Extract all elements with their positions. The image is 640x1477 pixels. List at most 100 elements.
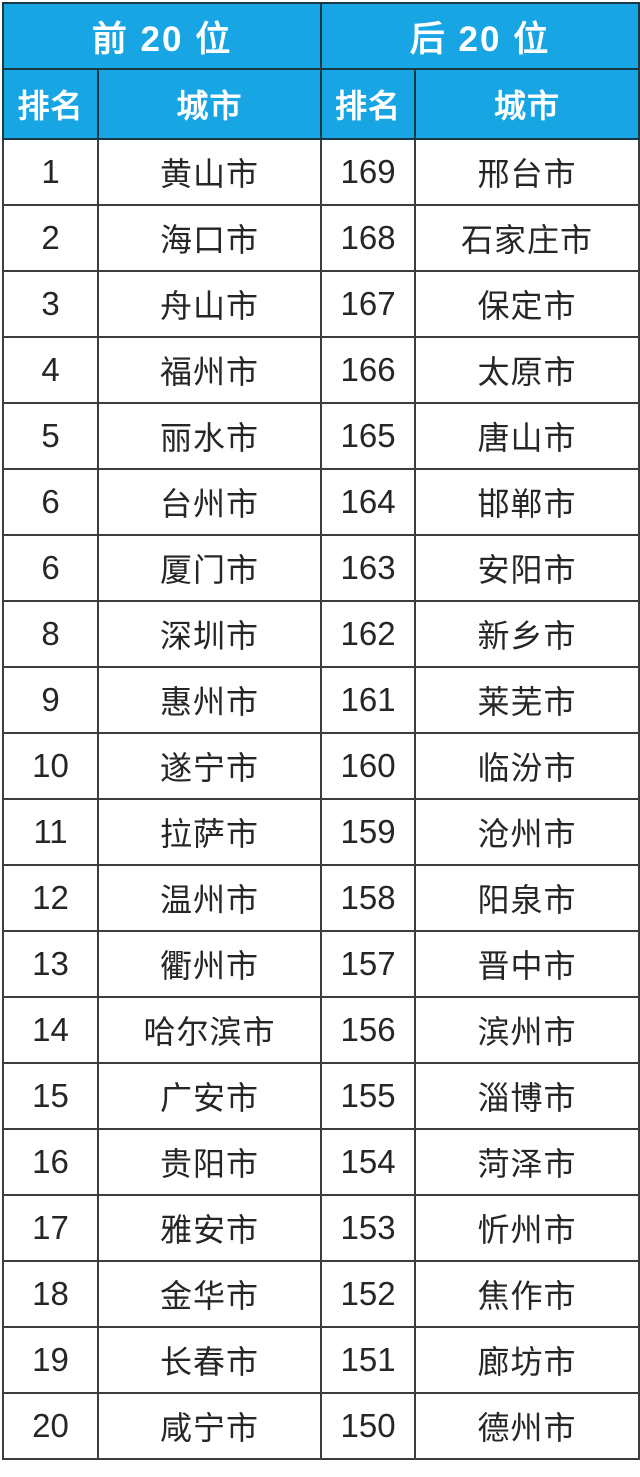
group-header-top20: 前 20 位 (1, 2, 323, 70)
column-header-rank-right: 排名 (320, 68, 417, 140)
table-row: 11 拉萨市 159 沧州市 (2, 798, 640, 866)
rank-cell: 18 (2, 1260, 99, 1328)
group-header-bottom20: 后 20 位 (320, 2, 640, 70)
table-row: 20 咸宁市 150 德州市 (2, 1392, 640, 1460)
rank-cell: 6 (2, 468, 99, 536)
city-cell: 咸宁市 (96, 1392, 323, 1460)
city-cell: 温州市 (96, 864, 323, 932)
rank-cell: 151 (320, 1326, 417, 1394)
rank-cell: 3 (2, 270, 99, 338)
city-cell: 莱芜市 (414, 666, 640, 734)
rank-cell: 155 (320, 1062, 417, 1130)
city-cell: 惠州市 (96, 666, 323, 734)
rank-cell: 14 (2, 996, 99, 1064)
rank-cell: 150 (320, 1392, 417, 1460)
rank-cell: 16 (2, 1128, 99, 1196)
rank-cell: 15 (2, 1062, 99, 1130)
table-row: 5 丽水市 165 唐山市 (2, 402, 640, 470)
city-cell: 邯郸市 (414, 468, 640, 536)
rank-cell: 156 (320, 996, 417, 1064)
table-row: 6 厦门市 163 安阳市 (2, 534, 640, 602)
rank-cell: 9 (2, 666, 99, 734)
table-row: 6 台州市 164 邯郸市 (2, 468, 640, 536)
table-row: 3 舟山市 167 保定市 (2, 270, 640, 338)
rank-cell: 5 (2, 402, 99, 470)
city-cell: 沧州市 (414, 798, 640, 866)
rank-cell: 17 (2, 1194, 99, 1262)
table-row: 12 温州市 158 阳泉市 (2, 864, 640, 932)
table-row: 16 贵阳市 154 菏泽市 (2, 1128, 640, 1196)
table-header: 前 20 位 后 20 位 排名 城市 排名 城市 (1, 2, 640, 140)
city-cell: 滨州市 (414, 996, 640, 1064)
rank-cell: 19 (2, 1326, 99, 1394)
column-header-city-right: 城市 (414, 68, 640, 140)
rank-cell: 163 (320, 534, 417, 602)
table-row: 8 深圳市 162 新乡市 (2, 600, 640, 668)
city-cell: 舟山市 (96, 270, 323, 338)
table-row: 14 哈尔滨市 156 滨州市 (2, 996, 640, 1064)
city-cell: 晋中市 (414, 930, 640, 998)
city-cell: 德州市 (414, 1392, 640, 1460)
rank-cell: 166 (320, 336, 417, 404)
city-cell: 哈尔滨市 (96, 996, 323, 1064)
table-row: 19 长春市 151 廊坊市 (2, 1326, 640, 1394)
city-cell: 唐山市 (414, 402, 640, 470)
rank-cell: 160 (320, 732, 417, 800)
rank-cell: 162 (320, 600, 417, 668)
rank-cell: 11 (2, 798, 99, 866)
city-cell: 贵阳市 (96, 1128, 323, 1196)
city-cell: 拉萨市 (96, 798, 323, 866)
rank-cell: 1 (2, 138, 99, 206)
city-cell: 长春市 (96, 1326, 323, 1394)
rank-cell: 168 (320, 204, 417, 272)
rank-cell: 13 (2, 930, 99, 998)
rank-cell: 167 (320, 270, 417, 338)
table-row: 15 广安市 155 淄博市 (2, 1062, 640, 1130)
table-row: 9 惠州市 161 莱芜市 (2, 666, 640, 734)
rank-cell: 20 (2, 1392, 99, 1460)
rank-cell: 164 (320, 468, 417, 536)
table-row: 4 福州市 166 太原市 (2, 336, 640, 404)
city-cell: 保定市 (414, 270, 640, 338)
rank-cell: 153 (320, 1194, 417, 1262)
rank-cell: 4 (2, 336, 99, 404)
city-cell: 邢台市 (414, 138, 640, 206)
rank-cell: 157 (320, 930, 417, 998)
table-row: 18 金华市 152 焦作市 (2, 1260, 640, 1328)
table-row: 10 遂宁市 160 临汾市 (2, 732, 640, 800)
city-cell: 雅安市 (96, 1194, 323, 1262)
city-cell: 焦作市 (414, 1260, 640, 1328)
city-cell: 忻州市 (414, 1194, 640, 1262)
table-body: 1 黄山市 169 邢台市 2 海口市 168 石家庄市 3 舟山市 167 保定市 4 福州市 166 太原… (2, 138, 640, 1460)
city-cell: 丽水市 (96, 402, 323, 470)
city-cell: 安阳市 (414, 534, 640, 602)
table-row: 1 黄山市 169 邢台市 (2, 138, 640, 206)
rank-cell: 152 (320, 1260, 417, 1328)
rank-cell: 12 (2, 864, 99, 932)
city-cell: 菏泽市 (414, 1128, 640, 1196)
column-header-city-left: 城市 (96, 68, 323, 140)
city-cell: 新乡市 (414, 600, 640, 668)
city-cell: 太原市 (414, 336, 640, 404)
table-row: 17 雅安市 153 忻州市 (2, 1194, 640, 1262)
table-row: 2 海口市 168 石家庄市 (2, 204, 640, 272)
rank-cell: 169 (320, 138, 417, 206)
city-cell: 衢州市 (96, 930, 323, 998)
city-cell: 厦门市 (96, 534, 323, 602)
city-cell: 台州市 (96, 468, 323, 536)
group-header-row: 前 20 位 后 20 位 (1, 2, 640, 70)
table-row: 13 衢州市 157 晋中市 (2, 930, 640, 998)
city-cell: 黄山市 (96, 138, 323, 206)
city-cell: 廊坊市 (414, 1326, 640, 1394)
rank-cell: 165 (320, 402, 417, 470)
rank-cell: 161 (320, 666, 417, 734)
rank-cell: 159 (320, 798, 417, 866)
rank-cell: 154 (320, 1128, 417, 1196)
rank-cell: 158 (320, 864, 417, 932)
city-cell: 淄博市 (414, 1062, 640, 1130)
column-header-rank-left: 排名 (2, 68, 99, 140)
city-cell: 遂宁市 (96, 732, 323, 800)
city-cell: 阳泉市 (414, 864, 640, 932)
column-header-row: 排名 城市 排名 城市 (2, 68, 640, 140)
